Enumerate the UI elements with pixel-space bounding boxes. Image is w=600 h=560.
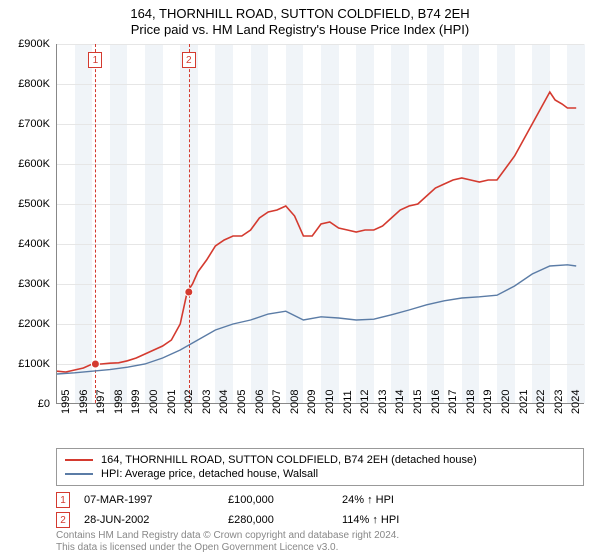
legend-row: 164, THORNHILL ROAD, SUTTON COLDFIELD, B… — [65, 453, 575, 467]
x-tick-label: 2006 — [254, 390, 266, 414]
x-tick-label: 2000 — [148, 390, 160, 414]
plot-area: 12 — [56, 44, 584, 404]
series-property — [57, 92, 576, 372]
sales-row-price: £100,000 — [228, 494, 328, 506]
y-tick-label: £600K — [18, 158, 50, 170]
sale-point — [91, 360, 99, 368]
x-tick-label: 2007 — [271, 390, 283, 414]
footer-line-1: Contains HM Land Registry data © Crown c… — [56, 530, 584, 542]
x-tick-label: 2013 — [377, 390, 389, 414]
sales-row-badge: 1 — [56, 492, 70, 508]
title-block: 164, THORNHILL ROAD, SUTTON COLDFIELD, B… — [0, 0, 600, 39]
x-tick-label: 2012 — [359, 390, 371, 414]
chart-container: 164, THORNHILL ROAD, SUTTON COLDFIELD, B… — [0, 0, 600, 560]
x-tick-label: 2005 — [236, 390, 248, 414]
x-tick-label: 2001 — [166, 390, 178, 414]
x-tick-label: 1995 — [60, 390, 72, 414]
y-tick-label: £500K — [18, 198, 50, 210]
sales-row: 2 28-JUN-2002 £280,000 114% ↑ HPI — [56, 510, 584, 530]
x-tick-label: 2008 — [289, 390, 301, 414]
x-tick-label: 1998 — [113, 390, 125, 414]
footer-line-2: This data is licensed under the Open Gov… — [56, 542, 584, 554]
title-subtitle: Price paid vs. HM Land Registry's House … — [0, 22, 600, 38]
y-tick-label: £700K — [18, 118, 50, 130]
y-tick-label: £400K — [18, 238, 50, 250]
x-tick-label: 2015 — [412, 390, 424, 414]
y-tick-label: £800K — [18, 78, 50, 90]
x-tick-label: 2009 — [306, 390, 318, 414]
sales-row-date: 28-JUN-2002 — [84, 514, 214, 526]
y-tick-label: £900K — [18, 38, 50, 50]
x-tick-label: 2022 — [535, 390, 547, 414]
legend-box: 164, THORNHILL ROAD, SUTTON COLDFIELD, B… — [56, 448, 584, 486]
chart-area: £0 £100K £200K £300K £400K £500K £600K £700K £80… — [8, 44, 590, 444]
x-tick-label: 2010 — [324, 390, 336, 414]
title-address: 164, THORNHILL ROAD, SUTTON COLDFIELD, B… — [0, 6, 600, 22]
x-tick-label: 2021 — [518, 390, 530, 414]
x-tick-label: 2020 — [500, 390, 512, 414]
legend-swatch — [65, 473, 93, 475]
x-tick-label: 2017 — [447, 390, 459, 414]
x-tick-label: 2014 — [394, 390, 406, 414]
sales-row-badge: 2 — [56, 512, 70, 528]
legend-label: HPI: Average price, detached house, Wals… — [101, 468, 318, 480]
x-tick-label: 2018 — [465, 390, 477, 414]
sale-point — [185, 288, 193, 296]
x-tick-label: 1999 — [130, 390, 142, 414]
y-tick-label: £300K — [18, 278, 50, 290]
sales-row-pct: 24% ↑ HPI — [342, 494, 462, 506]
x-tick-label: 1997 — [95, 390, 107, 414]
y-tick-label: £0 — [38, 398, 50, 410]
x-tick-label: 1996 — [78, 390, 90, 414]
sales-row-pct: 114% ↑ HPI — [342, 514, 462, 526]
sales-table: 1 07-MAR-1997 £100,000 24% ↑ HPI 2 28-JUN-200… — [56, 490, 584, 530]
footer-attribution: Contains HM Land Registry data © Crown c… — [56, 530, 584, 554]
legend-swatch — [65, 459, 93, 461]
line-series-svg — [57, 44, 585, 404]
sales-row-date: 07-MAR-1997 — [84, 494, 214, 506]
y-tick-label: £100K — [18, 358, 50, 370]
x-tick-label: 2004 — [218, 390, 230, 414]
x-tick-label: 2019 — [482, 390, 494, 414]
x-tick-label: 2011 — [342, 390, 354, 414]
x-tick-label: 2002 — [183, 390, 195, 414]
x-tick-label: 2024 — [570, 390, 582, 414]
sales-row: 1 07-MAR-1997 £100,000 24% ↑ HPI — [56, 490, 584, 510]
x-tick-label: 2003 — [201, 390, 213, 414]
y-tick-label: £200K — [18, 318, 50, 330]
legend-label: 164, THORNHILL ROAD, SUTTON COLDFIELD, B… — [101, 454, 477, 466]
sales-row-price: £280,000 — [228, 514, 328, 526]
legend-row: HPI: Average price, detached house, Wals… — [65, 467, 575, 481]
x-tick-label: 2016 — [430, 390, 442, 414]
x-tick-label: 2023 — [553, 390, 565, 414]
